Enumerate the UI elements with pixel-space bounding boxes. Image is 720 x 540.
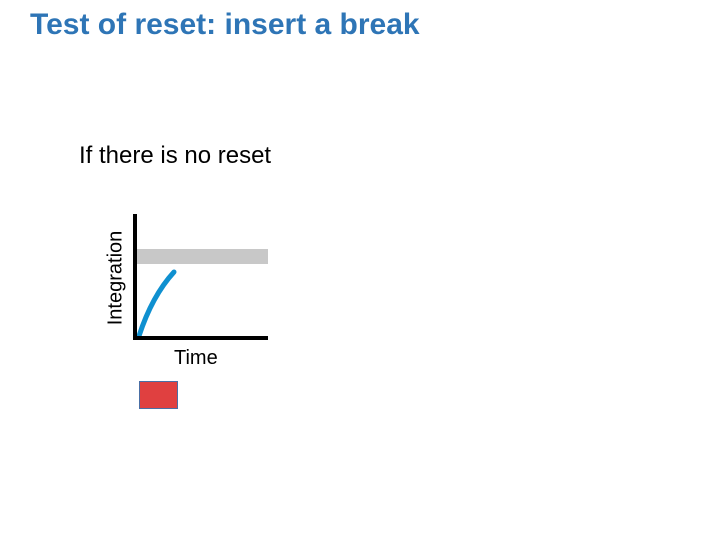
y-axis-label: Integration [104,230,127,326]
threshold-band [137,249,268,264]
subtitle: If there is no reset [79,142,272,169]
integration-curve [136,269,177,339]
break-marker [139,381,178,409]
slide-title: Test of reset: insert a break [30,8,420,41]
x-axis-label: Time [174,347,218,369]
